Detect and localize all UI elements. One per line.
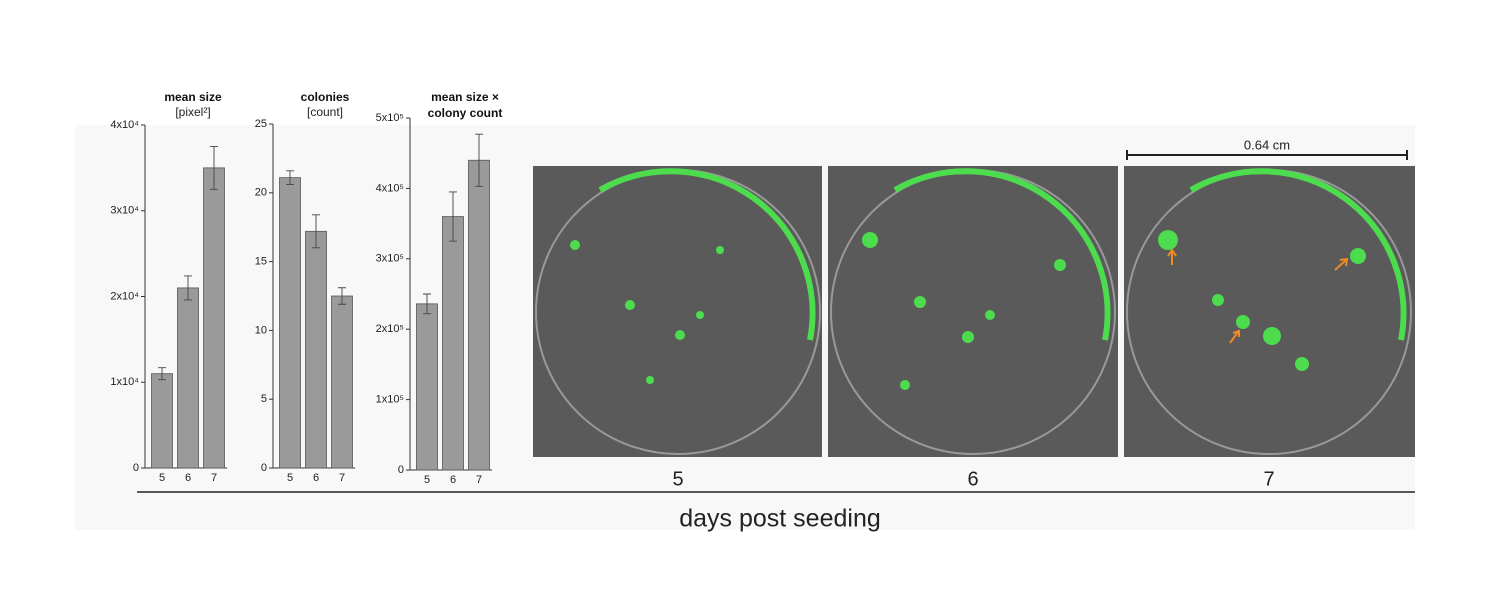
plate [828,166,1118,457]
x-tick-label: 7 [211,472,217,484]
y-tick-label: 2x10⁵ [376,323,404,335]
x-axis-label: days post seeding [679,505,881,533]
chart-title: mean size [164,90,222,104]
y-tick-label: 20 [255,187,267,199]
y-tick-label: 3x10⁵ [376,253,404,265]
y-tick-label: 5x10⁵ [376,112,404,124]
y-tick-label: 4x10⁵ [376,182,404,194]
y-tick-label: 10 [255,324,267,336]
bar [331,295,353,469]
chart-subtitle: [pixel²] [175,105,211,119]
x-tick-label: 6 [450,474,456,486]
x-tick-label: 6 [313,472,319,484]
y-tick-label: 25 [255,118,267,130]
y-tick-label: 2x10⁴ [110,290,139,302]
image-label: 6 [967,468,978,490]
y-tick-label: 5 [261,393,267,405]
plate [533,166,822,457]
bar [305,230,327,469]
y-tick-label: 4x10⁴ [110,119,139,131]
image-label: 7 [1263,468,1274,490]
image-label: 5 [672,468,683,490]
bar [151,373,173,469]
chart-title: colonies [300,90,350,104]
y-tick-label: 0 [398,464,404,476]
y-tick-label: 3x10⁴ [110,205,139,217]
bar [416,303,438,471]
error-bar [423,293,431,315]
error-bar [312,214,320,249]
bar [442,216,464,471]
error-bar [286,170,294,185]
x-tick-label: 6 [185,472,191,484]
y-tick-label: 0 [133,462,139,474]
plate-images [533,166,1415,457]
error-bar [449,191,457,242]
chart-subtitle: [count] [306,105,344,119]
error-bar [475,133,483,187]
error-bar [184,275,192,301]
error-bar [338,287,346,305]
y-tick-label: 0 [261,462,267,474]
bar [279,177,301,469]
error-bar [210,145,218,190]
x-tick-label: 7 [476,474,482,486]
y-tick-label: 1x10⁴ [110,376,139,388]
x-tick-label: 5 [424,474,430,486]
bar [203,167,225,469]
scale-bar-label: 0.64 cm [1244,137,1290,152]
bar [177,287,199,469]
x-tick-label: 7 [339,472,345,484]
x-tick-label: 5 [287,472,293,484]
error-bar [158,367,166,381]
plate [1124,166,1415,457]
x-tick-label: 5 [159,472,165,484]
chart-title: mean size × colony count [427,90,503,120]
bar [468,159,490,471]
y-tick-label: 1x10⁵ [376,394,404,406]
y-tick-label: 15 [255,256,267,268]
